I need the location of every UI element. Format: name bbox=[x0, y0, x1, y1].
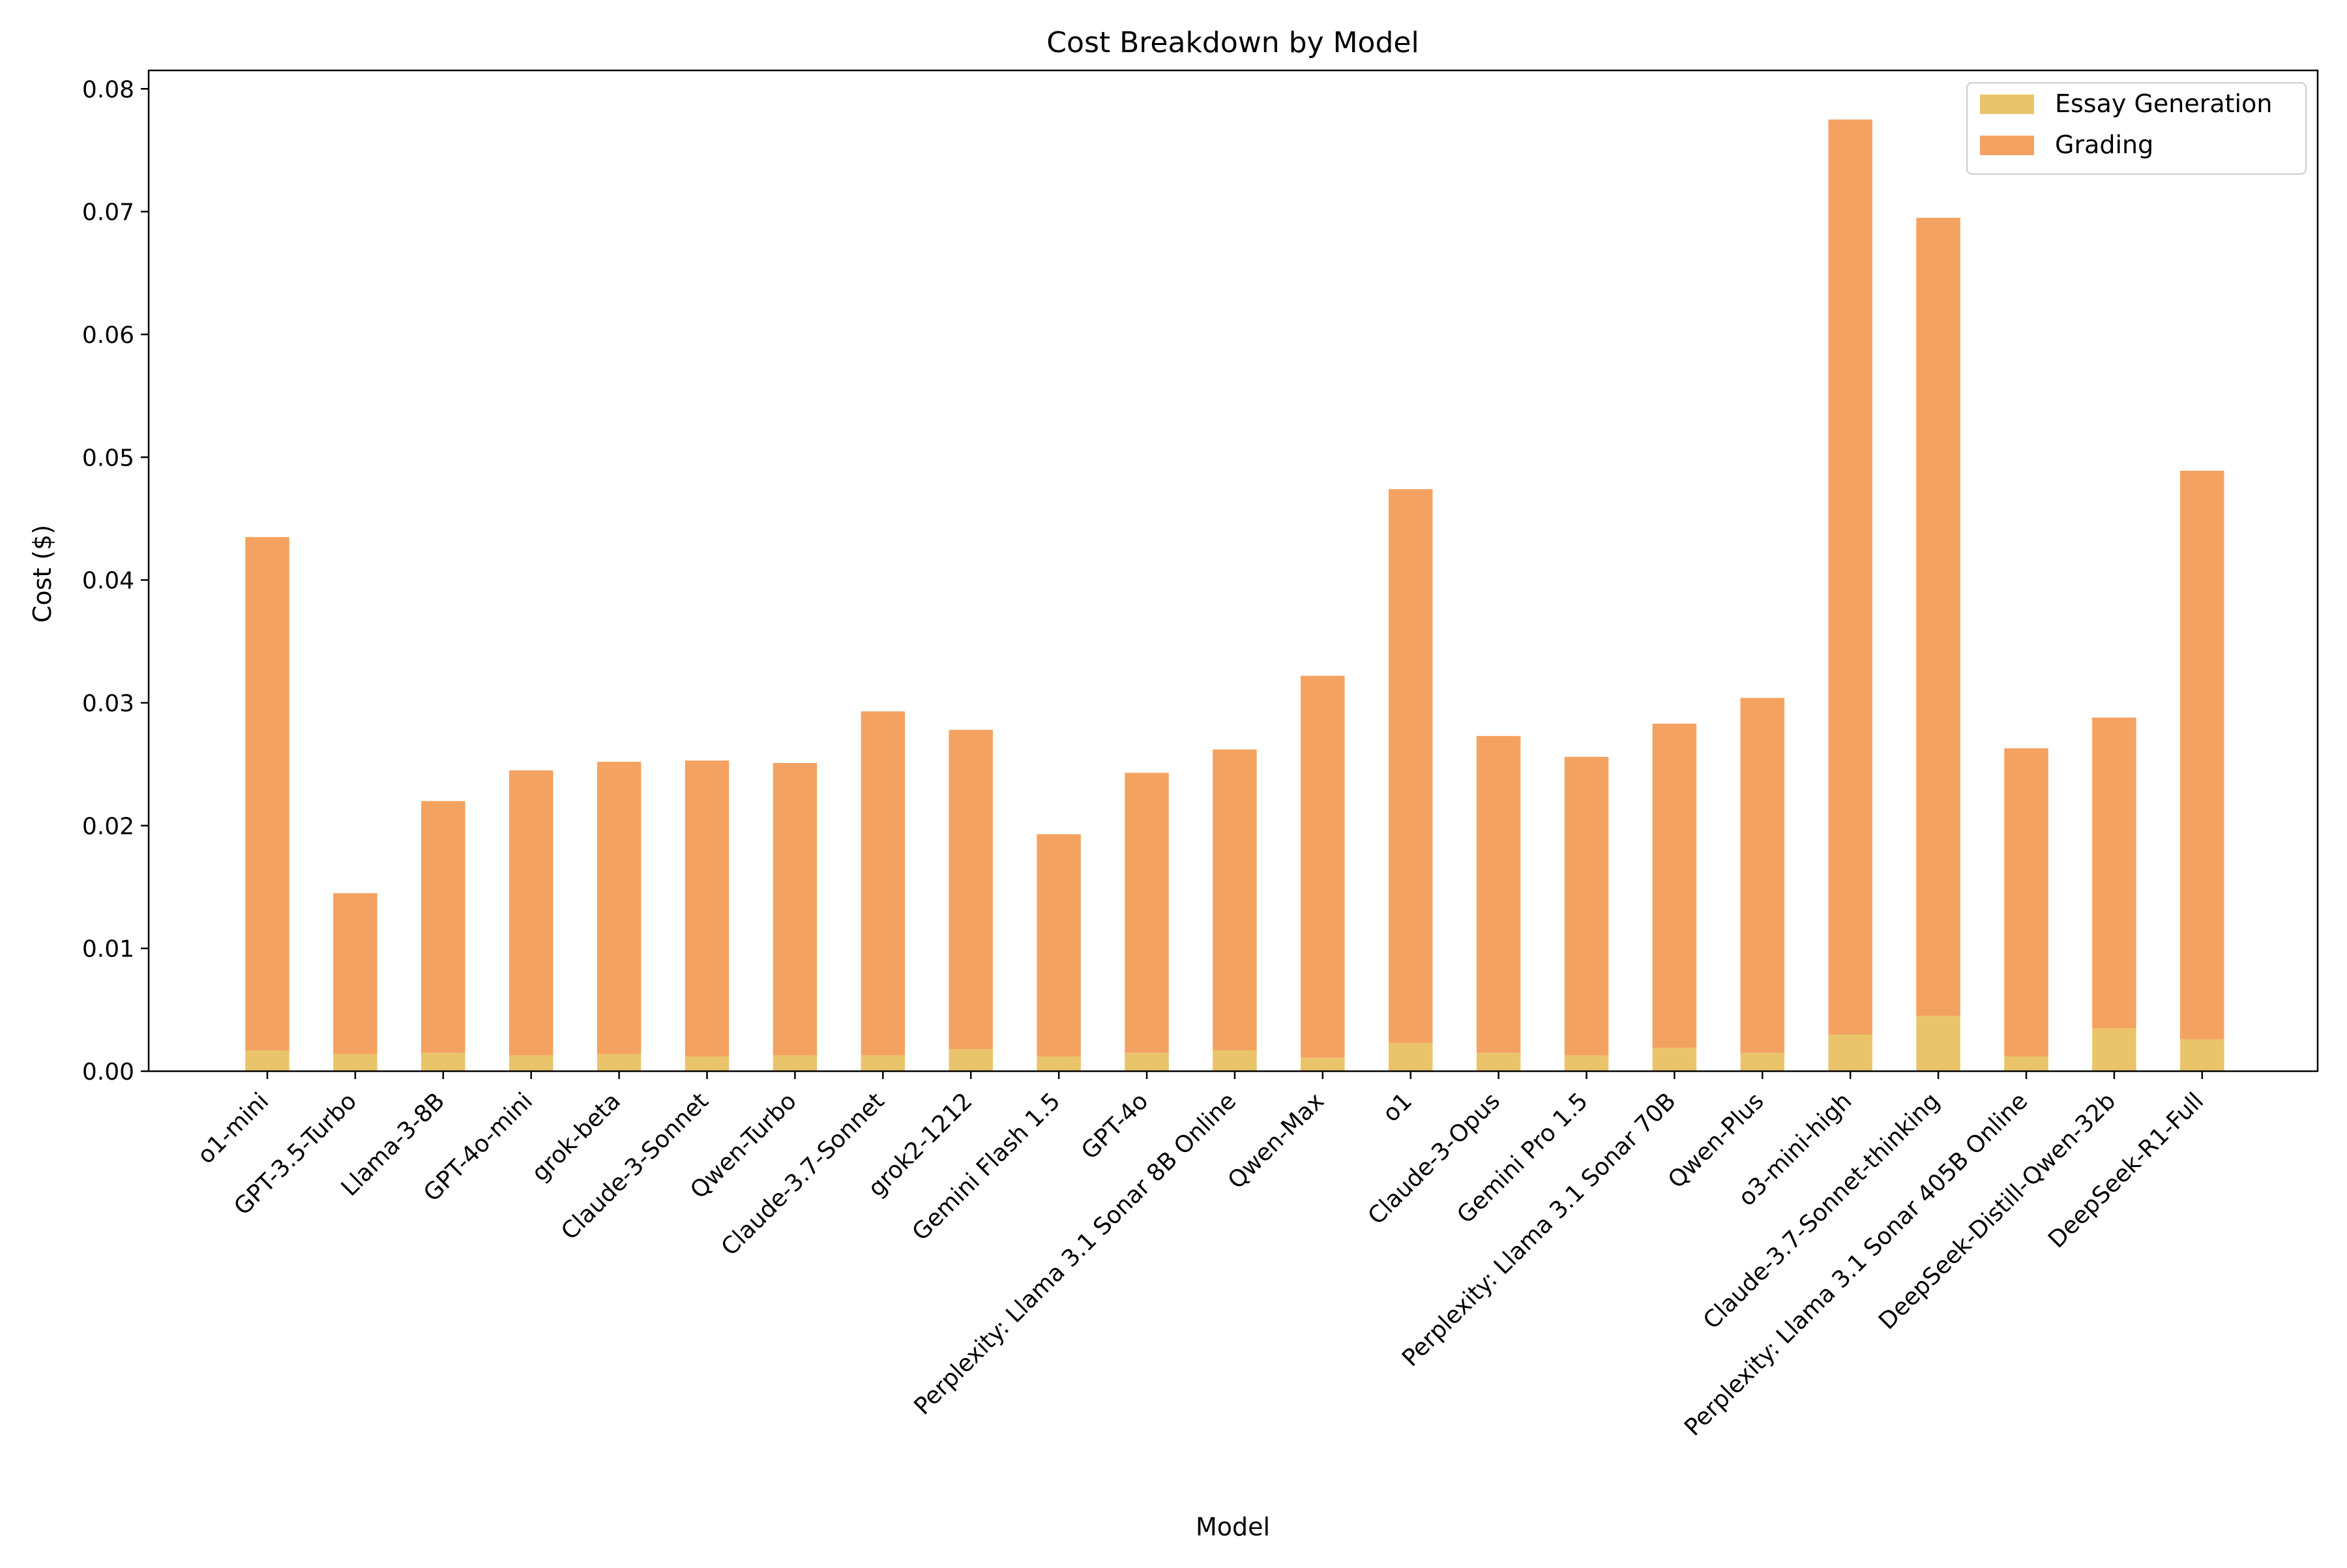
y-tick-label: 0.00 bbox=[82, 1059, 134, 1086]
bar-essay-generation bbox=[861, 1055, 906, 1071]
bar-essay-generation bbox=[1125, 1052, 1169, 1071]
bar-grading bbox=[685, 760, 730, 1057]
bar-grading bbox=[1828, 119, 1872, 1035]
bar-grading bbox=[1301, 675, 1345, 1058]
bar-essay-generation bbox=[1916, 1016, 1960, 1071]
y-tick-label: 0.04 bbox=[82, 568, 134, 595]
x-axis-label: Model bbox=[1196, 1513, 1270, 1541]
bar-essay-generation bbox=[773, 1055, 818, 1071]
bar-grading bbox=[1564, 756, 1609, 1056]
bar-grading bbox=[1037, 834, 1081, 1057]
bar-essay-generation bbox=[333, 1054, 377, 1071]
bar-essay-generation bbox=[2092, 1028, 2136, 1071]
chart-title: Cost Breakdown by Model bbox=[1046, 26, 1419, 59]
bar-grading bbox=[597, 762, 642, 1054]
y-tick-label: 0.03 bbox=[82, 690, 134, 717]
legend-swatch bbox=[1980, 136, 2034, 155]
legend-box bbox=[1966, 82, 2307, 175]
y-axis-label: Cost ($) bbox=[28, 525, 57, 623]
x-tick-label: GPT-4o bbox=[1076, 1087, 1153, 1164]
x-tick-label: Qwen-Max bbox=[1223, 1087, 1329, 1194]
bar-essay-generation bbox=[1564, 1055, 1609, 1071]
bar-essay-generation bbox=[1652, 1048, 1697, 1071]
legend-label: Grading bbox=[2055, 130, 2153, 159]
bar-essay-generation bbox=[1301, 1058, 1345, 1071]
bar-grading bbox=[333, 893, 377, 1054]
bar-essay-generation bbox=[1213, 1050, 1257, 1071]
bar-grading bbox=[1213, 749, 1257, 1050]
x-axis: o1-miniGPT-3.5-TurboLlama-3-8BGPT-4o-min… bbox=[192, 1071, 2209, 1442]
bar-grading bbox=[245, 537, 289, 1050]
bar-grading bbox=[861, 711, 906, 1056]
legend-swatch bbox=[1980, 95, 2034, 114]
bar-essay-generation bbox=[509, 1055, 554, 1071]
x-tick-label: Gemini Flash 1.5 bbox=[908, 1087, 1066, 1246]
bar-grading bbox=[509, 770, 554, 1056]
bar-essay-generation bbox=[2180, 1039, 2224, 1071]
bar-essay-generation bbox=[2004, 1056, 2048, 1071]
bar-grading bbox=[1916, 218, 1960, 1016]
x-tick-label: Perplexity: Llama 3.1 Sonar 8B Online bbox=[909, 1087, 1241, 1420]
bar-essay-generation bbox=[421, 1052, 465, 1071]
bar-grading bbox=[1740, 698, 1785, 1053]
bar-essay-generation bbox=[949, 1049, 993, 1071]
x-tick-label: o1-mini bbox=[192, 1087, 274, 1169]
bar-essay-generation bbox=[1476, 1052, 1521, 1071]
bar-essay-generation bbox=[1740, 1052, 1785, 1071]
y-axis: 0.00 0.01 0.02 0.03 0.04 0.05 0.06 0.07 0.08 bbox=[82, 76, 149, 1086]
y-tick-label: 0.02 bbox=[82, 813, 134, 840]
bar-essay-generation bbox=[1037, 1056, 1081, 1071]
bars-layer bbox=[245, 119, 2224, 1071]
bar-grading bbox=[1125, 773, 1169, 1053]
bar-grading bbox=[1652, 723, 1697, 1048]
bar-essay-generation bbox=[1828, 1034, 1872, 1071]
bar-grading bbox=[2004, 748, 2048, 1057]
x-tick-label: o1 bbox=[1378, 1087, 1417, 1127]
bar-grading bbox=[1476, 735, 1521, 1053]
bar-essay-generation bbox=[245, 1050, 289, 1071]
y-tick-label: 0.05 bbox=[82, 445, 134, 471]
y-tick-label: 0.01 bbox=[82, 936, 134, 963]
bar-essay-generation bbox=[1388, 1043, 1433, 1071]
bar-grading bbox=[421, 801, 465, 1053]
bar-essay-generation bbox=[685, 1056, 730, 1071]
bar-grading bbox=[773, 763, 818, 1056]
bar-grading bbox=[2092, 717, 2136, 1029]
bar-grading bbox=[2180, 471, 2224, 1040]
y-tick-label: 0.08 bbox=[82, 76, 134, 103]
plot-frame bbox=[147, 69, 2319, 1072]
bar-grading bbox=[1388, 489, 1433, 1043]
legend: Essay Generation Grading bbox=[1966, 82, 2307, 175]
legend-label: Essay Generation bbox=[2055, 89, 2272, 118]
x-tick-label: Claude-3.7-Sonnet bbox=[716, 1087, 890, 1261]
y-tick-label: 0.06 bbox=[82, 322, 134, 349]
y-tick-label: 0.07 bbox=[82, 200, 134, 226]
bar-essay-generation bbox=[597, 1054, 642, 1071]
bar-grading bbox=[949, 730, 993, 1050]
x-tick-label: DeepSeek-R1-Full bbox=[2043, 1087, 2209, 1253]
x-tick-label: Claude-3-Sonnet bbox=[556, 1087, 714, 1245]
